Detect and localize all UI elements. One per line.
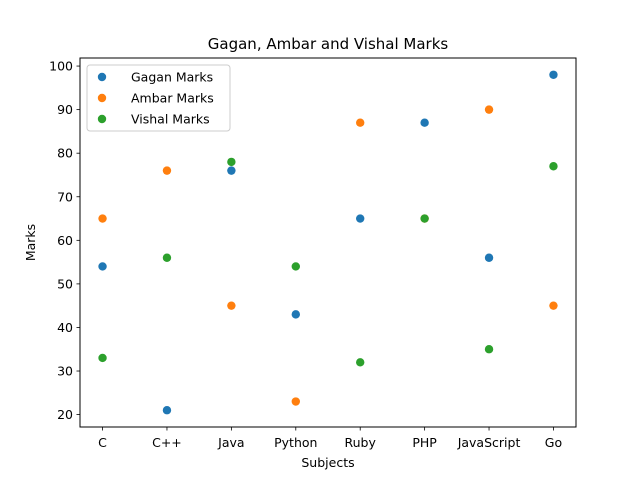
y-tick-label: 100 xyxy=(49,59,73,74)
data-point-vishal-marks xyxy=(484,345,494,354)
chart-title: Gagan, Ambar and Vishal Marks xyxy=(208,35,449,53)
x-tick-label: C xyxy=(98,435,107,450)
data-point-vishal-marks xyxy=(549,162,558,171)
data-point-gagan-marks xyxy=(484,253,494,262)
legend-marker xyxy=(97,114,107,124)
legend-marker xyxy=(97,93,107,103)
x-tick-label: Go xyxy=(545,435,562,450)
x-tick-label: Java xyxy=(217,435,244,450)
x-axis: C C++ Java Python Ruby PHP JavaScript Go xyxy=(98,427,562,450)
y-axis-label: Marks xyxy=(23,224,38,261)
y-tick-label: 30 xyxy=(57,364,73,379)
x-tick-label: Python xyxy=(274,435,317,450)
legend-marker xyxy=(97,72,107,82)
data-point-ambar-marks xyxy=(227,301,236,310)
y-tick-label: 70 xyxy=(57,189,73,204)
data-point-ambar-marks xyxy=(549,301,558,310)
legend-label: Vishal Marks xyxy=(131,112,210,127)
y-tick-label: 50 xyxy=(57,276,73,291)
data-point-ambar-marks xyxy=(356,118,365,127)
data-point-vishal-marks xyxy=(420,214,429,223)
data-point-ambar-marks xyxy=(98,214,107,223)
x-tick-label: JavaScript xyxy=(457,435,521,450)
y-tick-label: 90 xyxy=(57,102,73,117)
y-axis: 20 30 40 50 60 70 80 90 100 xyxy=(49,59,80,422)
legend-label: Ambar Marks xyxy=(131,91,214,106)
data-point-ambar-marks xyxy=(162,166,172,175)
plot-frame xyxy=(79,57,577,428)
legend-frame xyxy=(86,64,231,132)
legend: Gagan Marks Ambar Marks Vishal Marks xyxy=(86,64,231,132)
x-tick-label: C++ xyxy=(152,435,182,450)
data-point-gagan-marks xyxy=(162,406,172,415)
data-point-gagan-marks xyxy=(227,166,236,175)
y-tick-label: 80 xyxy=(57,146,73,161)
data-point-vishal-marks xyxy=(291,262,300,271)
data-point-gagan-marks xyxy=(549,70,558,79)
data-point-vishal-marks xyxy=(98,353,107,363)
data-point-gagan-marks xyxy=(291,310,300,319)
x-tick-label: Ruby xyxy=(345,435,377,450)
y-tick-label: 60 xyxy=(57,233,73,248)
data-point-vishal-marks xyxy=(356,358,365,367)
y-tick-label: 40 xyxy=(57,320,73,335)
data-point-gagan-marks xyxy=(356,214,365,223)
data-point-gagan-marks xyxy=(420,118,429,127)
data-point-vishal-marks xyxy=(162,253,172,262)
x-tick-label: PHP xyxy=(412,435,437,450)
data-point-vishal-marks xyxy=(227,157,236,167)
data-points xyxy=(98,70,558,415)
y-tick-label: 20 xyxy=(57,407,73,422)
x-axis-label: Subjects xyxy=(301,455,354,470)
data-point-ambar-marks xyxy=(291,397,300,406)
data-point-ambar-marks xyxy=(484,105,494,114)
data-point-gagan-marks xyxy=(98,262,107,271)
legend-label: Gagan Marks xyxy=(131,70,213,85)
